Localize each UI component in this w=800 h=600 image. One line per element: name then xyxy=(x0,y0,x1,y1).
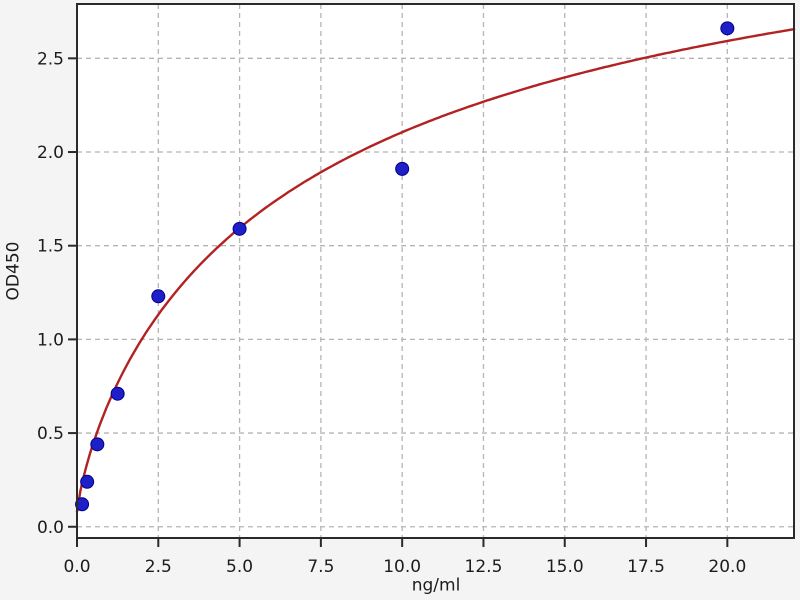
y-tick-label: 0.5 xyxy=(37,424,64,444)
x-tick-label: 7.5 xyxy=(307,557,334,577)
data-point xyxy=(232,221,247,236)
x-tick-label: 2.5 xyxy=(145,557,172,577)
plot-area xyxy=(77,4,794,538)
x-tick-label: 12.5 xyxy=(465,557,503,577)
y-tick-label: 0.0 xyxy=(37,518,64,538)
x-tick-label: 0.0 xyxy=(63,557,90,577)
x-tick-label: 10.0 xyxy=(383,557,421,577)
y-tick-label: 2.0 xyxy=(37,143,64,163)
data-point xyxy=(90,437,105,452)
x-tick-label: 20.0 xyxy=(708,557,746,577)
data-point xyxy=(75,497,90,512)
y-tick-label: 1.0 xyxy=(37,330,64,350)
y-axis-title: OD450 xyxy=(3,241,24,301)
data-point xyxy=(80,474,95,489)
y-tick-label: 1.5 xyxy=(37,237,64,257)
x-tick-label: 5.0 xyxy=(226,557,253,577)
data-point xyxy=(720,21,735,36)
x-tick-label: 15.0 xyxy=(546,557,584,577)
x-axis-title: ng/ml xyxy=(411,575,461,596)
fit-curve xyxy=(75,28,796,513)
x-tick-label: 17.5 xyxy=(627,557,665,577)
data-point xyxy=(110,386,125,401)
y-tick-label: 2.5 xyxy=(37,49,64,69)
data-point xyxy=(151,289,166,304)
data-point xyxy=(395,161,410,176)
plot-border xyxy=(76,3,795,539)
